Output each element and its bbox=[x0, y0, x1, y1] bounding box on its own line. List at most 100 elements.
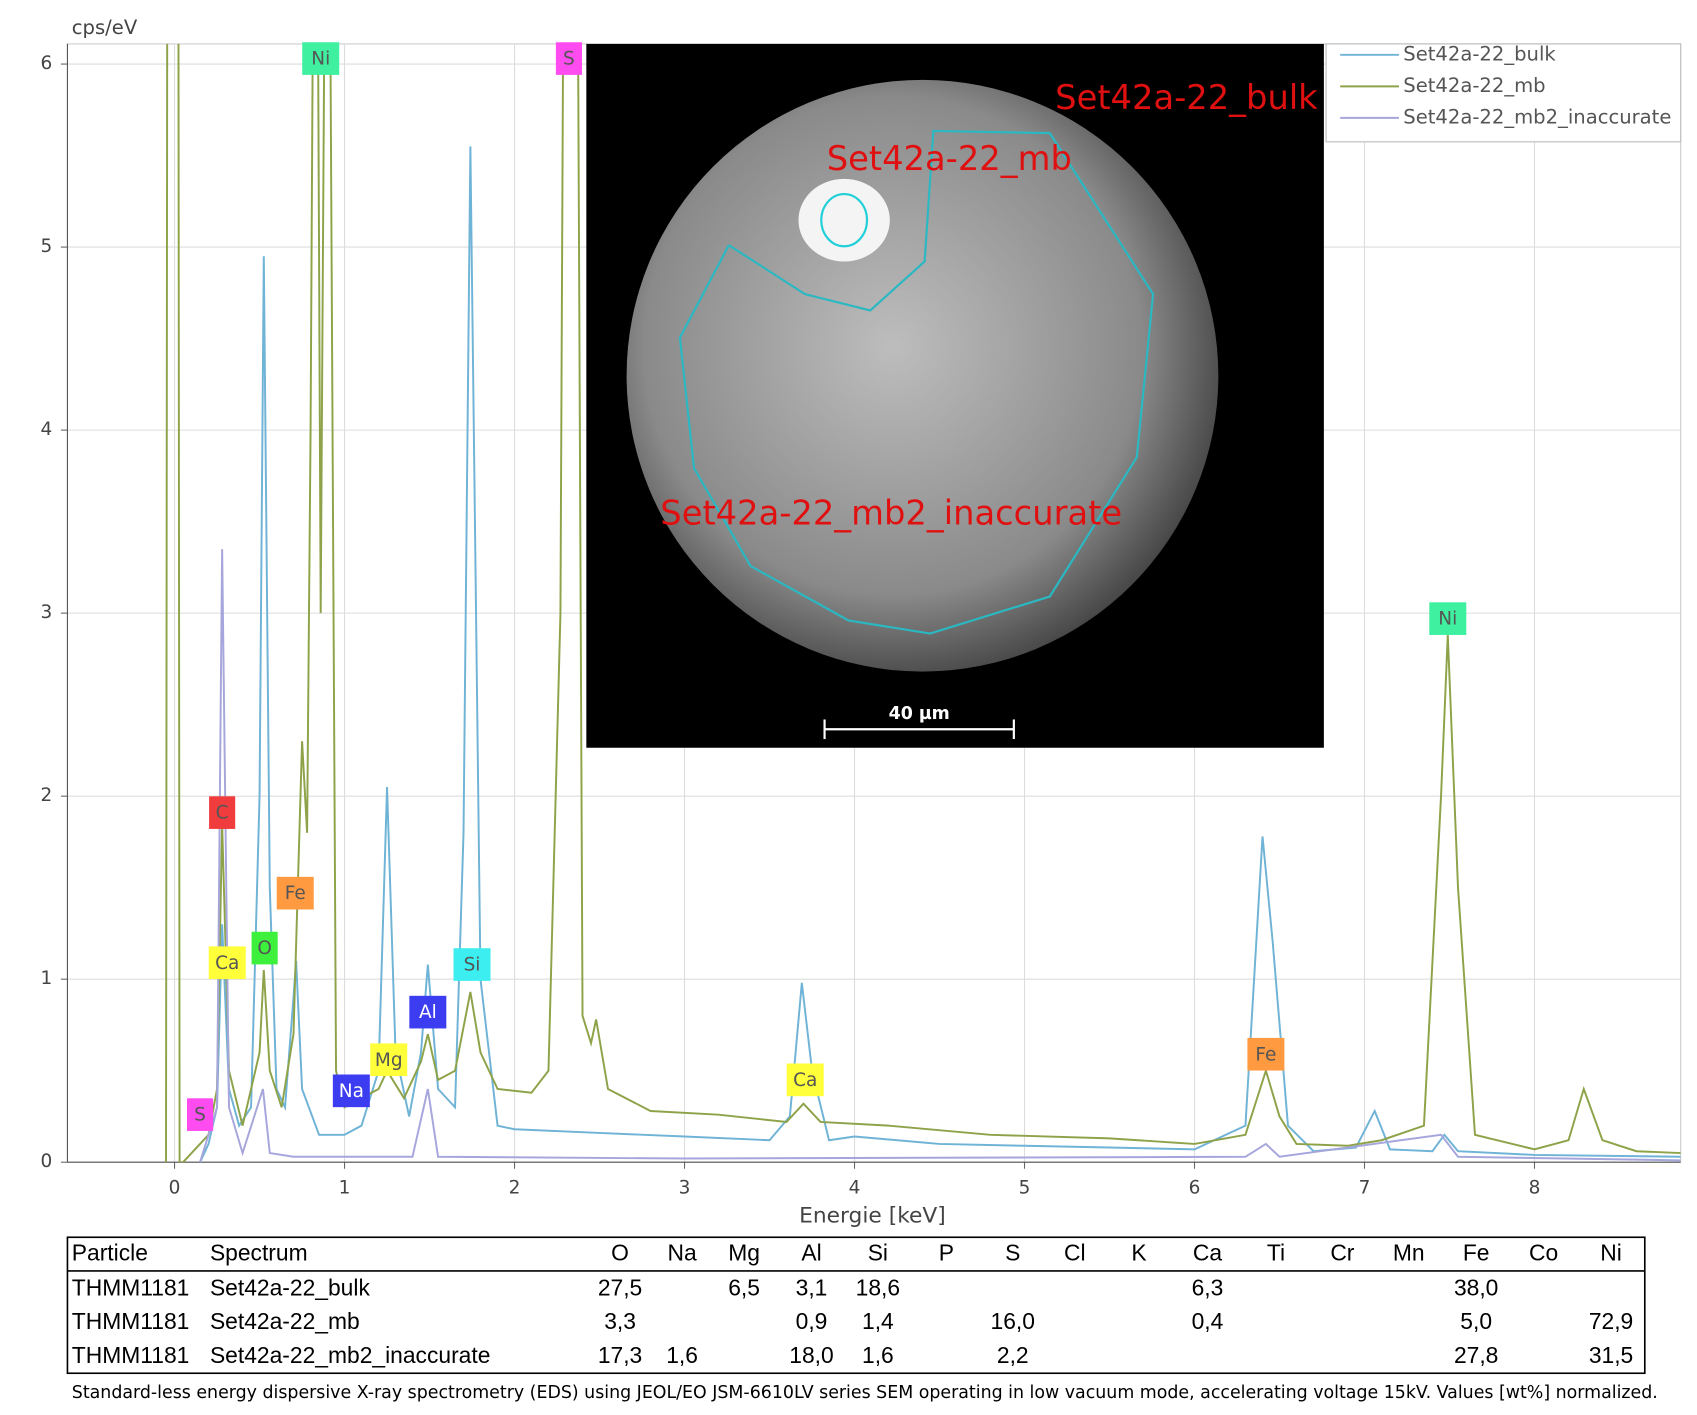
table-cell: 3,1 bbox=[796, 1275, 828, 1301]
table-cell: 17,3 bbox=[598, 1342, 642, 1368]
y-tick-label: 1 bbox=[40, 968, 52, 989]
table-header: O bbox=[611, 1240, 629, 1266]
legend: Set42a-22_bulk Set42a-22_mb Set42a-22_mb2_… bbox=[1325, 42, 1682, 143]
table-header: Si bbox=[868, 1240, 888, 1266]
table-header: Spectrum bbox=[210, 1240, 308, 1266]
element-tag-label: S bbox=[563, 49, 575, 70]
table-cell: THMM1181 bbox=[72, 1275, 190, 1301]
table-header: Mn bbox=[1393, 1240, 1425, 1266]
table-cell: 1,4 bbox=[862, 1308, 894, 1334]
table-cell: Set42a-22_mb2_inaccurate bbox=[210, 1342, 490, 1368]
particle bbox=[626, 79, 1219, 672]
caption: Standard-less energy dispersive X-ray sp… bbox=[72, 1383, 1658, 1403]
table-header: S bbox=[1005, 1240, 1020, 1266]
table-cell: THMM1181 bbox=[72, 1342, 190, 1368]
spectrum-line bbox=[199, 549, 1681, 1163]
table-cell: 6,5 bbox=[728, 1275, 760, 1301]
table-header: Ca bbox=[1193, 1240, 1222, 1266]
annotations: Ni S C Fe Ca O Si Al Mg Na S Ca Fe Ni bbox=[186, 42, 1467, 1131]
element-tag-label: Ca bbox=[215, 953, 239, 974]
x-tick-label: 6 bbox=[1189, 1177, 1201, 1198]
x-tick-label: 0 bbox=[169, 1177, 181, 1198]
element-tag-label: Si bbox=[464, 955, 481, 976]
element-tag-label: Ni bbox=[311, 49, 330, 70]
table-header: Particle bbox=[72, 1240, 148, 1266]
table-cell: 16,0 bbox=[991, 1308, 1035, 1334]
y-tick-label: 4 bbox=[40, 419, 52, 440]
table-header: Al bbox=[801, 1240, 821, 1266]
spectrum-line bbox=[199, 146, 1681, 1163]
y-tick-label: 2 bbox=[40, 785, 52, 806]
x-tick-label: 1 bbox=[339, 1177, 351, 1198]
element-tag bbox=[786, 1063, 824, 1097]
element-tag bbox=[453, 948, 491, 981]
element-tag-label: C bbox=[216, 803, 229, 824]
element-tag bbox=[409, 995, 447, 1029]
x-tick-label: 4 bbox=[849, 1177, 861, 1198]
element-tag bbox=[209, 796, 236, 829]
legend-label: Set42a-22_bulk bbox=[1403, 42, 1556, 65]
x-tick-label: 8 bbox=[1529, 1177, 1541, 1198]
y-tick-label: 6 bbox=[40, 53, 52, 74]
table-cell: 3,3 bbox=[604, 1308, 636, 1334]
inset-label: Set42a-22_bulk bbox=[1055, 78, 1318, 117]
element-tag-label: Fe bbox=[1255, 1044, 1276, 1065]
element-tag bbox=[332, 1074, 370, 1108]
table-cell: 1,6 bbox=[862, 1342, 894, 1368]
element-tag bbox=[208, 946, 246, 980]
legend-box bbox=[1325, 43, 1682, 143]
y-tick-label: 5 bbox=[40, 236, 52, 257]
table-cell: 5,0 bbox=[1460, 1308, 1492, 1334]
element-tag bbox=[370, 1043, 408, 1077]
table-cell: Set42a-22_bulk bbox=[210, 1275, 371, 1301]
x-tick-label: 3 bbox=[679, 1177, 691, 1198]
sem-inset: Set42a-22_bulk Set42a-22_mb Set42a-22_mb… bbox=[586, 43, 1324, 748]
y-tick-label: 3 bbox=[40, 602, 52, 623]
y-tick-label: 0 bbox=[40, 1151, 52, 1172]
table-header: Ni bbox=[1600, 1240, 1622, 1266]
table-cell: 18,0 bbox=[789, 1342, 833, 1368]
element-tag-label: S bbox=[194, 1105, 206, 1126]
inset-label: Set42a-22_mb2_inaccurate bbox=[660, 493, 1122, 532]
table-header: K bbox=[1131, 1240, 1146, 1266]
x-tick-label: 7 bbox=[1359, 1177, 1371, 1198]
table-cell: THMM1181 bbox=[72, 1308, 190, 1334]
table-cell: 0,4 bbox=[1192, 1308, 1224, 1334]
element-tag bbox=[276, 876, 314, 910]
plot-lines bbox=[165, 43, 1681, 1163]
table-cell: Set42a-22_mb bbox=[210, 1308, 360, 1334]
table-cell: 31,5 bbox=[1589, 1342, 1633, 1368]
spectrum-line bbox=[165, 43, 1681, 1163]
x-axis-label: Energie [keV] bbox=[799, 1204, 946, 1229]
region-outline bbox=[820, 192, 869, 248]
x-tick-label: 5 bbox=[1019, 1177, 1031, 1198]
inset-label: Set42a-22_mb bbox=[827, 139, 1072, 178]
bright-spot bbox=[798, 178, 890, 262]
y-axis-label: cps/eV bbox=[72, 16, 138, 39]
table-cell: 1,6 bbox=[666, 1342, 698, 1368]
legend-label: Set42a-22_mb2_inaccurate bbox=[1403, 105, 1671, 128]
table-header: Fe bbox=[1463, 1240, 1490, 1266]
table-header: Cl bbox=[1064, 1240, 1086, 1266]
table-header: Cr bbox=[1330, 1240, 1354, 1266]
table: Particle Spectrum O Na Mg Al Si P S Cl K Ca Ti Cr Mn Fe… bbox=[66, 1236, 1646, 1375]
table-header: P bbox=[939, 1240, 954, 1266]
table-cell: 38,0 bbox=[1454, 1275, 1498, 1301]
element-tag bbox=[186, 1098, 214, 1131]
element-tag-label: Ni bbox=[1438, 609, 1457, 630]
table-header: Ti bbox=[1267, 1240, 1285, 1266]
element-tag bbox=[555, 42, 582, 75]
table-cell: 6,3 bbox=[1192, 1275, 1224, 1301]
element-tag-label: Ca bbox=[793, 1070, 817, 1091]
element-tag bbox=[251, 931, 278, 965]
table-cell: 0,9 bbox=[796, 1308, 828, 1334]
table-header: Mg bbox=[728, 1240, 760, 1266]
scale-bar-label: 40 µm bbox=[889, 704, 950, 724]
element-tag-label: Fe bbox=[285, 883, 306, 904]
element-tag-label: O bbox=[257, 938, 272, 959]
element-tag bbox=[1429, 602, 1467, 635]
table-border bbox=[66, 1236, 1646, 1375]
table-cell: 18,6 bbox=[856, 1275, 900, 1301]
